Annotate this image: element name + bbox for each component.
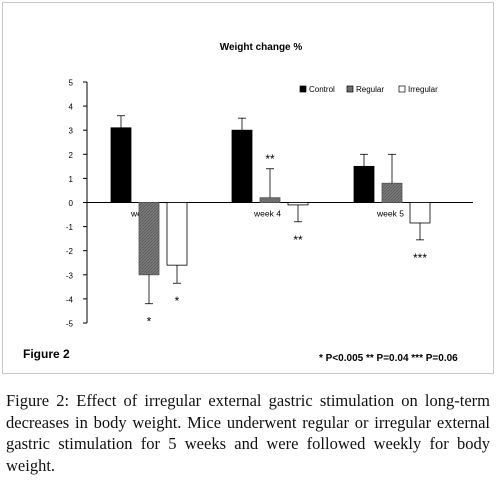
- bar-control-week-4: [231, 129, 253, 203]
- y-tick-label: -5: [66, 320, 74, 329]
- legend-swatch: [299, 85, 307, 93]
- bar-irregular-week-1: [166, 202, 188, 266]
- bar-control-week-1: [110, 127, 132, 203]
- bar-irregular-week-4: [287, 202, 309, 206]
- y-tick-label: 0: [69, 199, 74, 208]
- category-label: week 4: [253, 209, 281, 219]
- significance-mark: **: [265, 152, 275, 166]
- significance-note: * P<0.005 ** P=0.04 *** P=0.06: [319, 353, 458, 364]
- legend-label: Control: [309, 85, 335, 94]
- chart-title: Weight change %: [220, 42, 303, 53]
- bar-control-week-5: [353, 165, 375, 203]
- bar-regular-week-4: [259, 197, 281, 203]
- figure-caption: Figure 2: Effect of irregular external g…: [6, 390, 490, 476]
- y-tick-label: 2: [69, 151, 74, 160]
- bar-regular-week-1: [138, 202, 160, 276]
- y-tick-label: -1: [66, 223, 74, 232]
- significance-mark: **: [293, 233, 303, 247]
- bar-regular-week-5: [381, 182, 403, 203]
- y-tick-label: 3: [69, 127, 74, 136]
- caption-text: Figure 2: Effect of irregular external g…: [6, 391, 490, 475]
- legend-swatch: [398, 85, 406, 93]
- significance-mark: ***: [413, 251, 427, 265]
- figure-label: Figure 2: [23, 347, 70, 361]
- y-tick-label: -2: [66, 247, 74, 256]
- y-tick-label: 4: [69, 103, 74, 112]
- legend-label: Irregular: [408, 85, 438, 94]
- significance-mark: *: [147, 315, 152, 329]
- legend-swatch: [346, 85, 354, 93]
- bars-layer: *********: [110, 115, 431, 329]
- legend: Control Regular Irregular: [299, 85, 438, 94]
- y-tick-label: 1: [69, 175, 74, 184]
- category-label: week 5: [376, 209, 404, 219]
- y-tick-label: 5: [69, 79, 74, 88]
- bar-irregular-week-5: [409, 202, 431, 224]
- y-tick-label: -4: [66, 295, 74, 304]
- y-tick-label: -3: [66, 271, 74, 280]
- significance-mark: *: [175, 294, 180, 308]
- legend-label: Regular: [356, 85, 384, 94]
